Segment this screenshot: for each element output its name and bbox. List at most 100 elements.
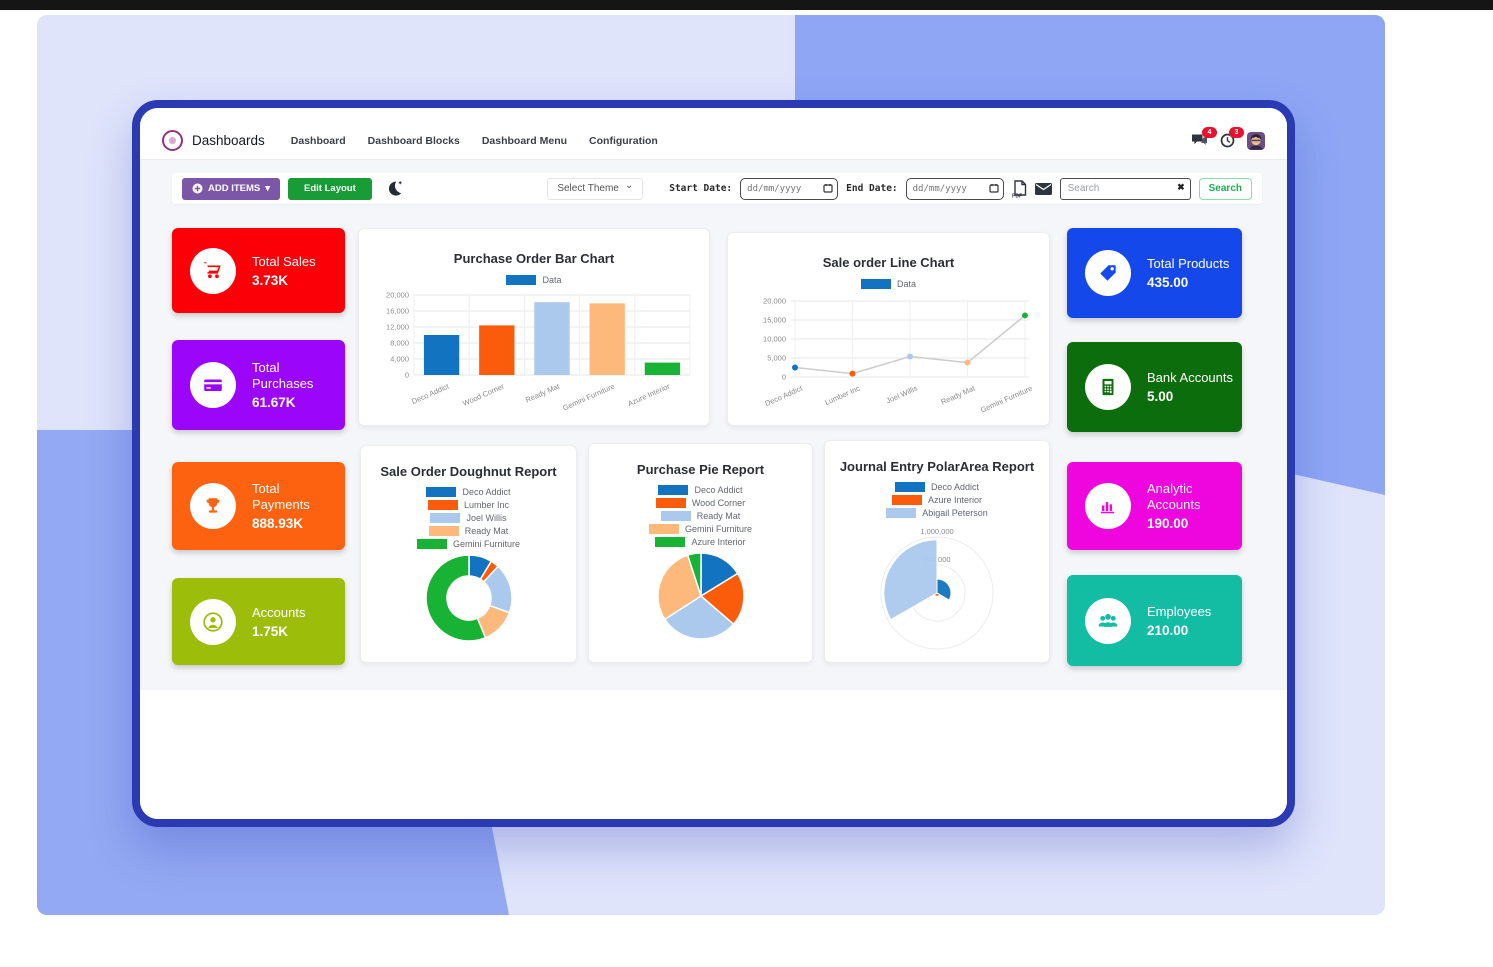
chart-title: Sale Order Doughnut Report xyxy=(380,464,557,479)
svg-text:Azure Interior: Azure Interior xyxy=(626,381,671,408)
clear-search-icon[interactable]: ✖ xyxy=(1177,181,1185,192)
legend-swatch xyxy=(894,482,925,492)
kpi-label: Bank Accounts xyxy=(1147,370,1233,385)
chart-title: Purchase Pie Report xyxy=(636,462,765,477)
kpi-total-payments[interactable]: Total Payments 888.93K xyxy=(172,462,345,550)
legend-item[interactable]: Abigail Peterson xyxy=(886,508,988,518)
kpi-analytic-accounts[interactable]: Analytic Accounts 190.00 xyxy=(1067,462,1242,550)
calendar-icon xyxy=(823,183,833,193)
dark-mode-toggle[interactable] xyxy=(386,180,404,197)
menu-item-dashboard-blocks[interactable]: Dashboard Blocks xyxy=(367,134,460,147)
app-window: Dashboards Dashboard Dashboard Blocks Da… xyxy=(132,100,1295,827)
kpi-icon-bubble xyxy=(1085,597,1131,644)
chart-legend: Deco Addict Wood Corner Ready Mat Gemini Fu… xyxy=(648,485,752,547)
kpi-value: 888.93K xyxy=(252,516,304,531)
svg-text:15,000: 15,000 xyxy=(763,316,786,325)
svg-text:Wood Corner: Wood Corner xyxy=(461,381,506,408)
legend-item[interactable]: Azure Interior xyxy=(655,537,746,547)
purchase-pie-report-card: Purchase Pie Report Deco Addict Wood Corn… xyxy=(588,443,813,663)
toolbar: ADD ITEMS ▾ Edit Layout Select Theme ⌄ S… xyxy=(172,173,1262,204)
kpi-icon-bubble xyxy=(190,362,236,408)
legend-item[interactable]: Ready Mat xyxy=(428,526,509,536)
chart-title: Journal Entry PolarArea Report xyxy=(839,459,1035,474)
kpi-value: 5.00 xyxy=(1147,389,1174,404)
legend-label: Ready Mat xyxy=(464,526,509,536)
bank-icon xyxy=(1102,378,1114,396)
kpi-value: 435.00 xyxy=(1147,275,1189,290)
end-date-input[interactable] xyxy=(905,177,1004,200)
search-input[interactable] xyxy=(1059,177,1191,200)
legend-label: Ready Mat xyxy=(696,511,741,521)
legend-swatch xyxy=(648,524,679,534)
start-date-input[interactable] xyxy=(740,177,839,200)
kpi-bank-accounts[interactable]: Bank Accounts 5.00 xyxy=(1067,342,1242,432)
clock-icon xyxy=(1220,133,1235,148)
kpi-total-purchases[interactable]: Total Purchases 61.67K xyxy=(172,340,345,430)
messages-button[interactable]: 4 xyxy=(1191,127,1217,148)
legend-item[interactable]: Gemini Furniture xyxy=(416,539,521,549)
add-items-button[interactable]: ADD ITEMS ▾ xyxy=(182,177,281,200)
kpi-total-products[interactable]: Total Products 435.00 xyxy=(1067,228,1242,318)
legend-label: Deco Addict xyxy=(930,482,979,492)
kpi-total-sales[interactable]: Total Sales 3.73K xyxy=(172,228,345,313)
select-theme-dropdown[interactable]: Select Theme ⌄ xyxy=(547,177,644,200)
svg-text:0: 0 xyxy=(781,373,785,382)
kpi-employees[interactable]: Employees 210.00 xyxy=(1067,575,1242,666)
kpi-value: 1.75K xyxy=(252,623,289,639)
legend-item[interactable]: Deco Addict xyxy=(426,487,511,497)
send-mail-button[interactable] xyxy=(1034,182,1052,195)
legend-item[interactable]: Wood Corner xyxy=(655,498,746,508)
app-logo[interactable] xyxy=(162,130,183,151)
chart-legend: Deco Addict Lumber Inc Joel Willis Ready Ma… xyxy=(416,487,521,549)
sale-order-line-chart-card: Sale order Line Chart Data 0 5,000 10,000 1… xyxy=(727,232,1050,426)
menu-item-configuration[interactable]: Configuration xyxy=(589,134,658,147)
calendar-icon xyxy=(989,183,999,193)
kpi-icon-bubble xyxy=(1085,364,1131,410)
search-button[interactable]: Search xyxy=(1198,177,1252,200)
legend-swatch xyxy=(655,498,686,508)
user-avatar[interactable] xyxy=(1247,131,1265,150)
legend-label: Wood Corner xyxy=(691,498,746,508)
chart-legend: Data xyxy=(860,279,916,289)
svg-text:4,000: 4,000 xyxy=(390,355,409,364)
legend-item[interactable]: Gemini Furniture xyxy=(648,524,752,534)
legend-item[interactable]: Azure Interior xyxy=(891,495,982,505)
legend-swatch xyxy=(426,487,457,497)
chevron-down-icon: ⌄ xyxy=(624,180,634,191)
navbar-menu: Dashboard Dashboard Blocks Dashboard Men… xyxy=(291,135,658,147)
menu-item-dashboard-menu[interactable]: Dashboard Menu xyxy=(481,134,568,147)
legend-item[interactable]: Lumber Inc xyxy=(427,500,510,510)
kpi-icon-bubble xyxy=(190,247,236,294)
edit-layout-button[interactable]: Edit Layout xyxy=(288,177,372,200)
activities-badge: 3 xyxy=(1229,127,1244,138)
brand-title: Dashboards xyxy=(192,133,265,148)
legend-item[interactable]: Deco Addict xyxy=(894,482,979,492)
legend-item[interactable]: Data xyxy=(506,275,562,285)
legend-item[interactable]: Ready Mat xyxy=(660,511,741,521)
kpi-accounts[interactable]: Accounts 1.75K xyxy=(172,578,345,665)
kpi-icon-bubble xyxy=(190,598,236,645)
kpi-label: Total Payments xyxy=(252,481,310,512)
chart-legend: Data xyxy=(506,275,562,285)
menu-item-dashboard[interactable]: Dashboard xyxy=(290,134,346,147)
legend-label: Data xyxy=(896,279,916,289)
svg-text:16,000: 16,000 xyxy=(386,307,409,316)
cart-icon xyxy=(204,261,221,278)
legend-swatch xyxy=(428,526,459,536)
legend-label: Joel Willis xyxy=(466,513,507,523)
sale-order-doughnut-report-card: Sale Order Doughnut Report Deco Addict Lu… xyxy=(360,445,577,663)
end-date-field xyxy=(905,177,1004,200)
export-pdf-button[interactable]: PDF xyxy=(1012,179,1027,198)
activities-button[interactable]: 3 xyxy=(1220,127,1244,148)
legend-item[interactable]: Deco Addict xyxy=(658,485,743,495)
legend-label: Gemini Furniture xyxy=(452,539,521,549)
legend-item[interactable]: Data xyxy=(860,279,916,289)
navbar: Dashboards Dashboard Dashboard Blocks Da… xyxy=(140,108,1287,160)
legend-item[interactable]: Joel Willis xyxy=(430,513,507,523)
svg-text:Deco Addict: Deco Addict xyxy=(410,381,451,406)
chart-legend: Deco Addict Azure Interior Abigail Peterso… xyxy=(886,482,988,518)
messages-badge: 4 xyxy=(1202,127,1217,138)
legend-label: Lumber Inc xyxy=(463,500,510,510)
svg-text:Gemini Furniture: Gemini Furniture xyxy=(561,382,616,411)
svg-text:Ready Mat: Ready Mat xyxy=(939,383,977,406)
